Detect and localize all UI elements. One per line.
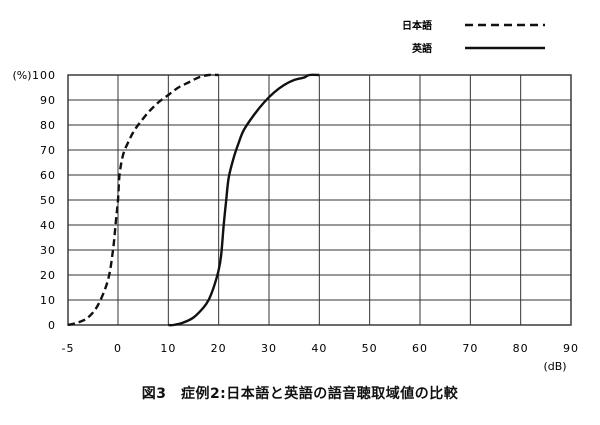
y-tick-label: 100 xyxy=(32,69,56,82)
threshold-chart: -5 0 10 20 30 40 50 60 70 80 90 0 10 20 30 40 50 60 70 80 9… xyxy=(12,19,579,373)
x-tick-label: 0 xyxy=(114,342,122,355)
legend-label: 日本語 xyxy=(402,19,432,32)
figure-caption: 図3 症例2:日本語と英語の語音聴取域値の比較 xyxy=(141,386,459,402)
y-axis-ticks: 0 10 20 30 40 50 60 70 80 90 100 xyxy=(32,69,56,332)
y-tick-label: 10 xyxy=(40,294,56,307)
x-tick-label: 30 xyxy=(261,342,277,355)
legend-label: 英語 xyxy=(411,42,432,55)
y-tick-label: 30 xyxy=(40,244,56,257)
x-axis-ticks: -5 0 10 20 30 40 50 60 70 80 90 xyxy=(62,342,579,355)
y-tick-label: 90 xyxy=(40,94,56,107)
y-tick-label: 70 xyxy=(40,144,56,157)
y-tick-label: 80 xyxy=(40,119,56,132)
x-axis-label: (dB) xyxy=(543,360,566,373)
x-tick-label: 80 xyxy=(513,342,529,355)
x-tick-label: 10 xyxy=(160,342,176,355)
x-tick-label: 90 xyxy=(563,342,579,355)
series-layer xyxy=(67,73,320,327)
y-tick-label: 20 xyxy=(40,269,56,282)
x-tick-label: 20 xyxy=(211,342,227,355)
x-tick-label: 60 xyxy=(412,342,428,355)
y-tick-label: 40 xyxy=(40,219,56,232)
x-tick-label: 70 xyxy=(462,342,478,355)
series-line-english xyxy=(168,73,320,327)
y-tick-label: 0 xyxy=(48,319,56,332)
x-tick-label: -5 xyxy=(62,342,75,355)
x-tick-label: 40 xyxy=(311,342,327,355)
y-tick-label: 60 xyxy=(40,169,56,182)
y-tick-label: 50 xyxy=(40,194,56,207)
x-tick-label: 50 xyxy=(362,342,378,355)
grid xyxy=(67,74,572,326)
series-line-japanese xyxy=(67,73,219,327)
y-axis-label: (%) xyxy=(12,69,31,82)
